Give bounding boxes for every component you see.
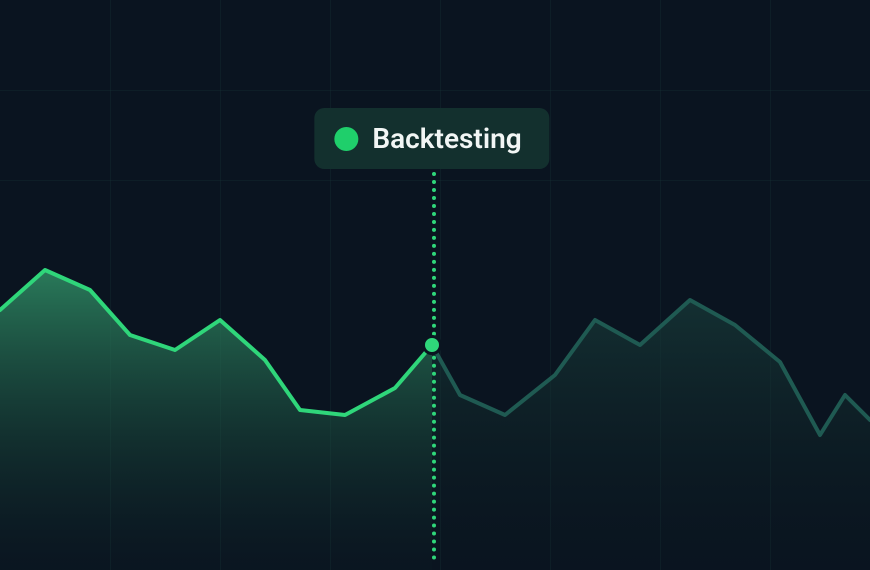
series-left-area [0,270,432,570]
tooltip-label: Backtesting [372,122,521,155]
series-right-area [432,300,870,570]
tooltip-dot-icon [334,127,358,151]
tooltip: Backtesting [314,108,549,169]
chart-canvas: Backtesting [0,0,870,570]
marker-point [422,335,442,355]
divider-line [432,172,436,560]
